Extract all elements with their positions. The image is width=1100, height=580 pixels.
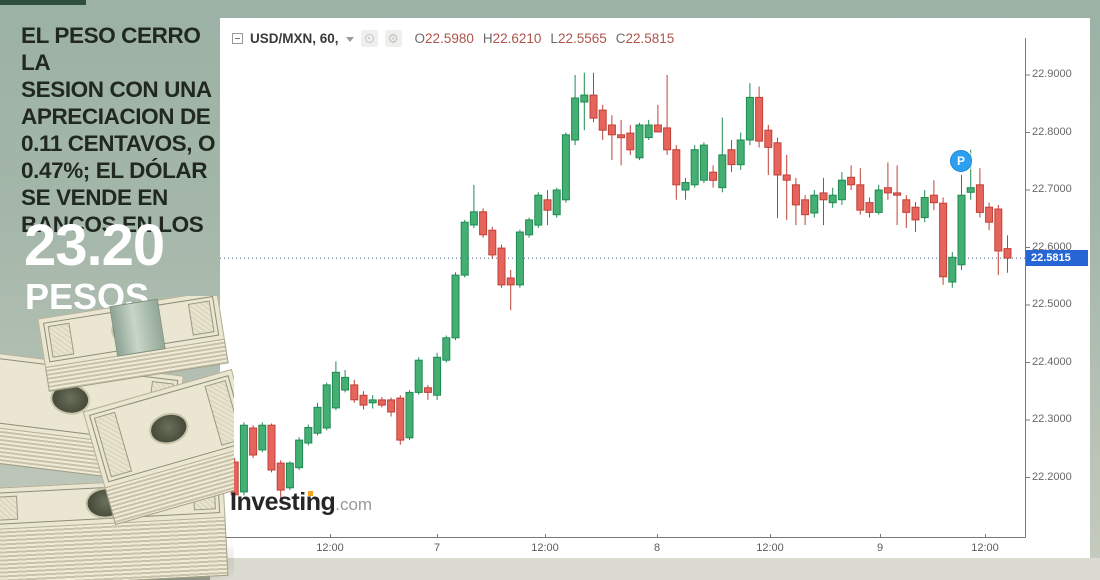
table-surface xyxy=(210,558,1100,580)
x-axis-tick-label: 12:00 xyxy=(531,542,559,554)
ohlc-values: O 22.5980 H 22.6210 L 22.5565 C 22.5815 xyxy=(415,31,675,46)
close-value: 22.5815 xyxy=(625,31,675,46)
logo-orange-dot xyxy=(308,491,314,496)
x-axis-tick-label: 12:00 xyxy=(316,542,344,554)
x-axis-tick-label: 8 xyxy=(653,542,661,554)
brand-text: Investing xyxy=(230,488,336,516)
chevron-down-icon[interactable] xyxy=(345,37,354,42)
open-label: O xyxy=(414,31,426,46)
chart-style-button[interactable] xyxy=(360,30,378,47)
position-marker[interactable]: P xyxy=(950,150,972,173)
y-axis-tick-label: 22.5000 xyxy=(1032,298,1072,310)
settings-button[interactable]: ⚙ xyxy=(384,30,402,47)
y-axis-tick-label: 22.8000 xyxy=(1032,125,1072,138)
low-value: 22.5565 xyxy=(557,31,607,46)
close-label: C xyxy=(615,31,626,46)
x-axis-tick-label: 12:00 xyxy=(971,542,999,554)
chart-panel: 22.9000 22.8000 22.7000 22.6000 22.5000 22.40… xyxy=(220,18,1090,558)
y-axis-tick-label: 22.2000 xyxy=(1032,470,1072,483)
investing-logo: Investing .com xyxy=(230,488,372,517)
headline: EL PESO CERRO LA SESION CON UNA APRECIAC… xyxy=(21,23,216,237)
x-axis-tick-label: 7 xyxy=(433,542,441,554)
collapse-icon[interactable] xyxy=(232,33,243,44)
gear-icon: ⚙ xyxy=(387,31,399,46)
top-accent-bar xyxy=(0,0,86,5)
y-axis-tick-label: 22.7000 xyxy=(1032,183,1072,195)
dollar-bills-photo xyxy=(0,296,234,580)
y-axis-tick-label: 22.3000 xyxy=(1032,413,1072,425)
x-axis-tick-label: 12:00 xyxy=(756,542,784,554)
chart-header: USD/MXN, 60, ⚙ O 22.5980 H 22.6210 L 22.556… xyxy=(232,30,674,47)
x-axis[interactable]: 12:00 7 12:00 8 12:00 9 12:00 xyxy=(220,542,1030,558)
high-value: 22.6210 xyxy=(492,31,542,46)
exchange-rate-value: 23.20 xyxy=(24,213,165,278)
x-axis-tick-label: 9 xyxy=(876,542,884,554)
low-label: L xyxy=(550,31,558,46)
circle-dot-icon xyxy=(364,34,374,43)
y-axis[interactable]: 22.9000 22.8000 22.7000 22.6000 22.5000 22.40… xyxy=(1032,18,1090,558)
editorial-panel: EL PESO CERRO LA SESION CON UNA APRECIAC… xyxy=(0,0,234,580)
y-axis-tick-label: 22.4000 xyxy=(1032,355,1072,368)
current-price-label: 22.5815 xyxy=(1026,250,1088,267)
currency-band xyxy=(109,298,166,357)
high-label: H xyxy=(482,31,493,46)
brand-tld: .com xyxy=(335,495,373,514)
y-axis-tick-label: 22.6000 xyxy=(1032,240,1072,253)
candlestick-plot[interactable] xyxy=(220,18,1090,558)
y-axis-tick-label: 22.9000 xyxy=(1032,68,1072,80)
symbol-title[interactable]: USD/MXN, 60, xyxy=(250,31,339,46)
open-value: 22.5980 xyxy=(425,31,474,46)
